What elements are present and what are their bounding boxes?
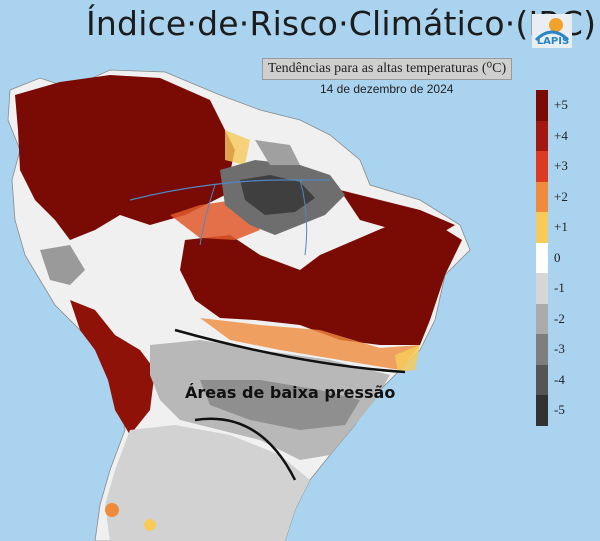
legend-label: +4 [554, 127, 568, 143]
legend-label: -1 [554, 280, 565, 295]
legend-swatch [536, 303, 548, 334]
legend-swatch [536, 334, 548, 365]
legend-label: +2 [554, 188, 568, 204]
cool-zone-amazon-inner [240, 175, 315, 215]
legend-swatch [536, 242, 548, 273]
legend-label: +5 [554, 97, 568, 112]
cool-zone-far-south [105, 425, 310, 541]
legend-label: -3 [554, 341, 565, 356]
legend-swatch [536, 273, 548, 304]
map-date: 14 de dezembro de 2024 [320, 82, 454, 96]
cool-zone-north [255, 140, 300, 165]
river-amazon [129, 179, 330, 201]
legend-swatch [536, 151, 548, 182]
legend-swatch [536, 212, 548, 243]
legend-swatch [536, 181, 548, 212]
logo-text: LAPIS [536, 36, 570, 47]
heat-zone-andes [70, 300, 155, 435]
pressure-boundary-lower [194, 417, 297, 481]
warm-fringe-north [225, 130, 250, 165]
legend-swatch [536, 120, 548, 151]
hotspot-south-1 [105, 503, 119, 517]
warm-fringe-south [200, 318, 420, 370]
legend-label: +3 [554, 158, 568, 173]
heat-zone-amazon-south [180, 220, 462, 345]
legend-label: -2 [554, 310, 565, 326]
cool-zone-south-core [200, 380, 360, 430]
legend-label: +1 [554, 219, 568, 234]
legend-swatch [536, 395, 548, 426]
heat-zone-north-west [15, 75, 235, 240]
heat-zone-northeast [340, 190, 455, 240]
map-subtitle: Tendências para as altas temperaturas (⁰… [262, 58, 512, 80]
legend-label: -4 [554, 371, 565, 387]
legend-swatch [536, 90, 548, 121]
warm-fringe-east [395, 345, 420, 372]
annotation-low-pressure: Áreas de baixa pressão [185, 383, 396, 402]
map-title: Índice·de·Risco·Climático·(IRC) [86, 4, 597, 43]
legend-label: -5 [554, 402, 565, 417]
river-tributary [199, 179, 308, 256]
pressure-boundary-upper [174, 328, 406, 374]
legend-swatch [536, 364, 548, 395]
cool-zone-west [40, 245, 85, 285]
legend-label: 0 [554, 249, 561, 265]
lapis-logo [532, 14, 572, 48]
hotspot-south-2 [144, 519, 156, 531]
